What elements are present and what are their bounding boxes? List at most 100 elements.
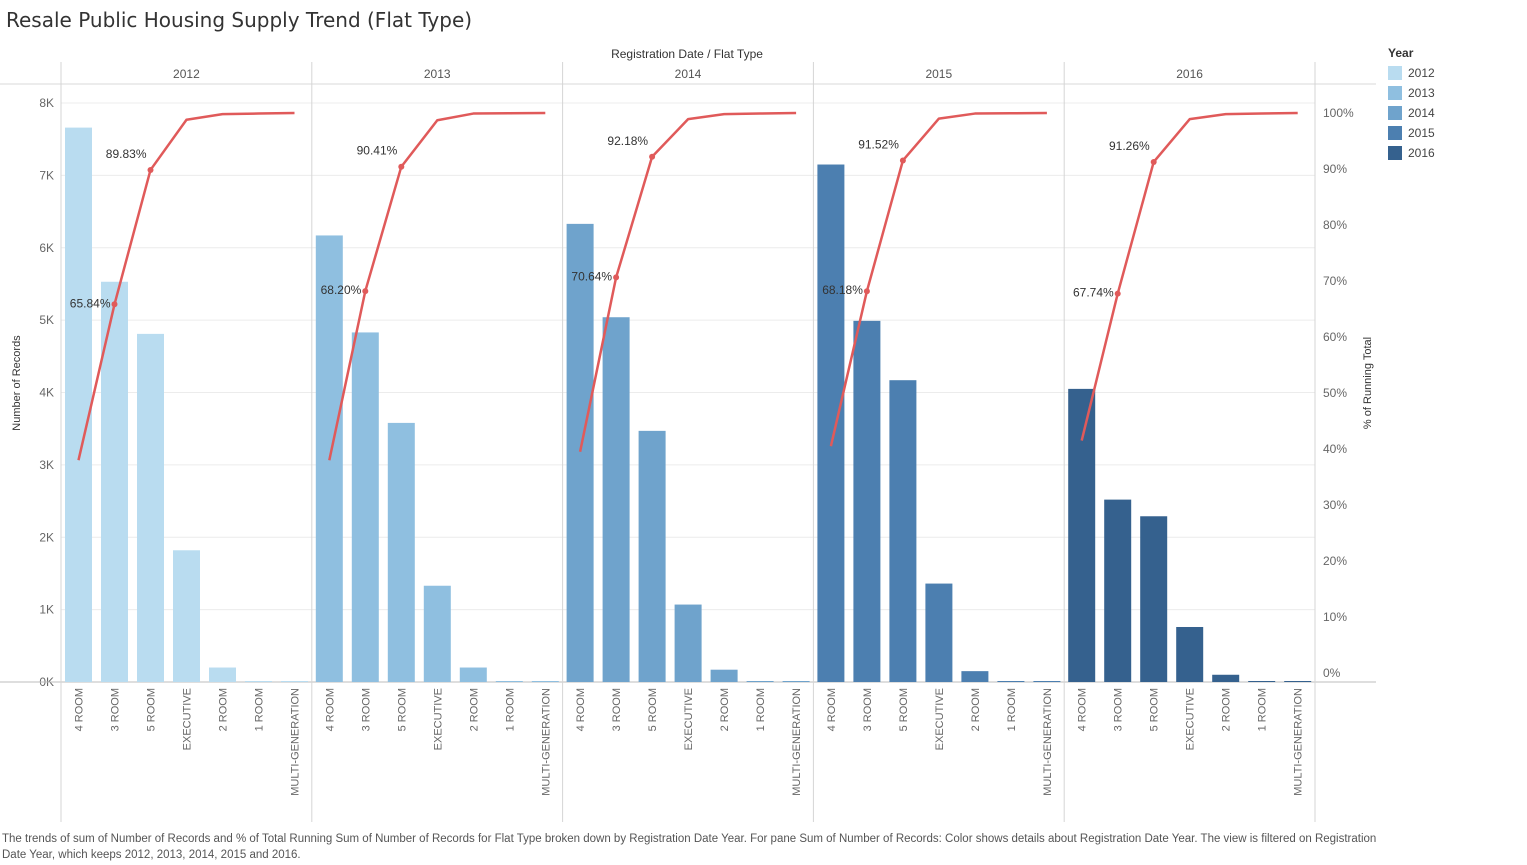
y-tick-label: 3K <box>39 458 54 472</box>
bar-2015-4 <box>961 671 989 682</box>
y-tick-label: 1K <box>39 603 54 617</box>
bar-2015-1 <box>853 320 881 682</box>
bar-2015-3 <box>925 583 953 682</box>
y2-tick-label: 10% <box>1323 610 1347 624</box>
legend-label: 2014 <box>1408 106 1435 120</box>
x-tick-label: 4 ROOM <box>324 688 336 731</box>
x-tick-label: 1 ROOM <box>254 688 266 731</box>
bar-2014-3 <box>674 604 702 682</box>
bar-2015-2 <box>889 380 917 682</box>
y2-tick-label: 40% <box>1323 442 1347 456</box>
bar-2012-2 <box>137 333 164 682</box>
running-total-point <box>398 163 405 170</box>
legend-swatch <box>1388 66 1402 80</box>
running-total-label: 67.74% <box>1073 286 1114 300</box>
running-total-point <box>362 288 369 295</box>
y-tick-label: 5K <box>39 313 54 327</box>
x-tick-label: 3 ROOM <box>1113 688 1125 731</box>
x-tick-label: EXECUTIVE <box>1185 688 1197 750</box>
x-tick-label: 3 ROOM <box>862 688 874 731</box>
legend-label: 2012 <box>1408 66 1435 80</box>
chart-svg: Registration Date / Flat Type0K1K2K3K4K5… <box>0 47 1376 822</box>
x-tick-label: 2 ROOM <box>719 688 731 731</box>
bar-2012-3 <box>173 550 200 682</box>
bar-2016-6 <box>1284 681 1312 682</box>
legend-item-2014[interactable]: 2014 <box>1388 103 1435 123</box>
x-tick-label: 2 ROOM <box>218 688 230 731</box>
x-tick-label: 3 ROOM <box>611 688 623 731</box>
bar-2013-5 <box>495 681 523 682</box>
bar-2016-3 <box>1176 626 1204 682</box>
panel-year-header: 2013 <box>424 67 451 81</box>
x-tick-label: 4 ROOM <box>1077 688 1089 731</box>
x-tick-label: MULTI-GENERATION <box>540 688 552 796</box>
running-total-label: 91.26% <box>1109 139 1150 153</box>
bar-2016-4 <box>1212 674 1240 682</box>
bar-2013-6 <box>531 681 559 682</box>
bar-2012-0 <box>65 127 92 683</box>
panel-year-header: 2012 <box>173 67 200 81</box>
running-total-label: 68.18% <box>822 283 863 297</box>
panel-year-header: 2015 <box>925 67 952 81</box>
x-tick-label: MULTI-GENERATION <box>1042 688 1054 796</box>
y-tick-label: 8K <box>39 96 54 110</box>
x-tick-label: 5 ROOM <box>898 688 910 731</box>
bar-2014-4 <box>710 669 738 682</box>
running-total-label: 92.18% <box>607 134 648 148</box>
page-title: Resale Public Housing Supply Trend (Flat… <box>6 8 473 32</box>
bar-2015-0 <box>817 164 845 683</box>
legend-item-2013[interactable]: 2013 <box>1388 83 1435 103</box>
bar-2014-6 <box>782 681 810 682</box>
panel-year-header: 2014 <box>675 67 702 81</box>
legend-label: 2013 <box>1408 86 1435 100</box>
bar-2013-1 <box>351 332 379 682</box>
bar-2016-1 <box>1104 499 1132 682</box>
bar-2015-5 <box>997 681 1025 682</box>
y-tick-label: 4K <box>39 386 54 400</box>
legend-label: 2016 <box>1408 146 1435 160</box>
x-tick-label: MULTI-GENERATION <box>290 688 302 796</box>
x-tick-label: 2 ROOM <box>1221 688 1233 731</box>
y2-tick-label: 60% <box>1323 330 1347 344</box>
running-total-label: 89.83% <box>106 147 147 161</box>
legend-swatch <box>1388 126 1402 140</box>
x-tick-label: EXECUTIVE <box>683 688 695 750</box>
bar-2014-0 <box>566 223 594 682</box>
y2-tick-label: 80% <box>1323 218 1347 232</box>
panel-year-header: 2016 <box>1176 67 1203 81</box>
running-total-label: 65.84% <box>70 296 111 310</box>
x-tick-label: 5 ROOM <box>396 688 408 731</box>
x-tick-label: 1 ROOM <box>1006 688 1018 731</box>
y2-tick-label: 20% <box>1323 554 1347 568</box>
y2-tick-label: 90% <box>1323 162 1347 176</box>
x-tick-label: 3 ROOM <box>360 688 372 731</box>
bar-2015-6 <box>1033 681 1061 682</box>
legend-item-2015[interactable]: 2015 <box>1388 123 1435 143</box>
bar-2012-4 <box>209 667 236 682</box>
y2-tick-label: 100% <box>1323 106 1354 120</box>
x-tick-label: 1 ROOM <box>1257 688 1269 731</box>
x-tick-label: 2 ROOM <box>468 688 480 731</box>
chart-caption: The trends of sum of Number of Records a… <box>2 833 1377 861</box>
y-tick-label: 6K <box>39 241 54 255</box>
y2-tick-label: 50% <box>1323 386 1347 400</box>
y2-tick-label: 70% <box>1323 274 1347 288</box>
legend-item-2012[interactable]: 2012 <box>1388 63 1435 83</box>
x-tick-label: 5 ROOM <box>146 688 158 731</box>
running-total-line-2016 <box>1080 111 1298 441</box>
x-tick-label: 4 ROOM <box>575 688 587 731</box>
x-tick-label: MULTI-GENERATION <box>1293 688 1305 796</box>
running-total-label: 91.52% <box>858 137 899 151</box>
bar-2014-2 <box>638 430 666 682</box>
x-tick-label: 5 ROOM <box>1149 688 1161 731</box>
legend-label: 2015 <box>1408 126 1435 140</box>
running-total-point <box>649 153 656 160</box>
bar-2016-0 <box>1068 388 1096 682</box>
legend-item-2016[interactable]: 2016 <box>1388 143 1435 163</box>
bar-2013-4 <box>459 667 487 682</box>
running-total-label: 68.20% <box>321 283 362 297</box>
bar-2014-5 <box>746 681 774 682</box>
running-total-point <box>111 301 118 308</box>
bar-2012-6 <box>281 681 308 682</box>
